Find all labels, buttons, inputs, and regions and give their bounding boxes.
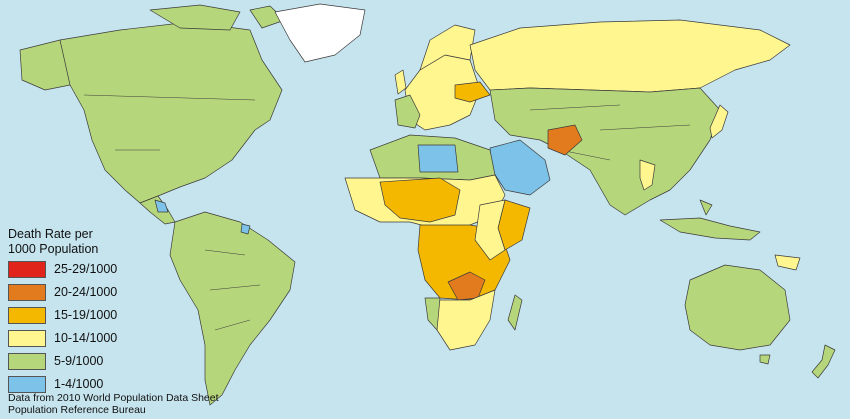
source-line2: Population Reference Bureau	[8, 404, 146, 416]
ukraine	[454, 81, 491, 103]
legend-swatch	[8, 306, 46, 324]
east-africa	[474, 199, 506, 261]
guiana-blue	[240, 223, 251, 235]
zambia	[447, 271, 486, 301]
legend-title-line1: Death Rate per	[8, 227, 93, 241]
legend-label: 25-29/1000	[54, 262, 118, 276]
libya	[417, 144, 459, 173]
tasmania	[759, 354, 771, 365]
legend-label: 5-9/1000	[54, 354, 104, 368]
new-zealand	[811, 344, 836, 379]
alaska	[19, 39, 71, 91]
legend-item: 25-29/1000	[8, 258, 178, 280]
southern-africa	[429, 289, 496, 351]
japan	[709, 104, 729, 139]
papua-new-guinea	[774, 254, 801, 271]
legend-swatch	[8, 329, 46, 347]
sahel-orange	[379, 177, 461, 223]
legend-rows: 25-29/1000 20-24/1000 15-19/1000 10-14/1000…	[8, 258, 178, 395]
russia	[469, 19, 791, 93]
central-america-blue	[154, 199, 169, 213]
legend-item: 5-9/1000	[8, 350, 178, 372]
madagascar	[507, 294, 523, 331]
united-kingdom	[394, 69, 407, 95]
legend-swatch	[8, 352, 46, 370]
afghanistan	[547, 124, 583, 156]
source-line1: Data from 2010 World Population Data She…	[8, 392, 219, 404]
data-source: Data from 2010 World Population Data She…	[8, 392, 219, 416]
myanmar	[639, 159, 656, 191]
legend-label: 10-14/1000	[54, 331, 118, 345]
indonesia	[659, 199, 761, 241]
legend-item: 10-14/1000	[8, 327, 178, 349]
legend-title-line2: 1000 Population	[8, 242, 99, 256]
north-america	[54, 21, 283, 204]
legend-swatch	[8, 283, 46, 301]
south-america	[169, 211, 296, 406]
asia	[489, 87, 721, 216]
australia	[684, 264, 791, 351]
legend-label: 1-4/1000	[54, 377, 104, 391]
legend-swatch	[8, 260, 46, 278]
legend-swatch	[8, 375, 46, 393]
legend-label: 20-24/1000	[54, 285, 118, 299]
map-legend: Death Rate per 1000 Population 25-29/100…	[8, 227, 178, 395]
western-europe	[394, 94, 421, 129]
legend-item: 15-19/1000	[8, 304, 178, 326]
scandinavia	[419, 24, 476, 71]
namibia	[424, 297, 441, 331]
legend-label: 15-19/1000	[54, 308, 118, 322]
greenland	[274, 3, 366, 63]
legend-item: 20-24/1000	[8, 281, 178, 303]
legend-item: 1-4/1000	[8, 373, 178, 395]
